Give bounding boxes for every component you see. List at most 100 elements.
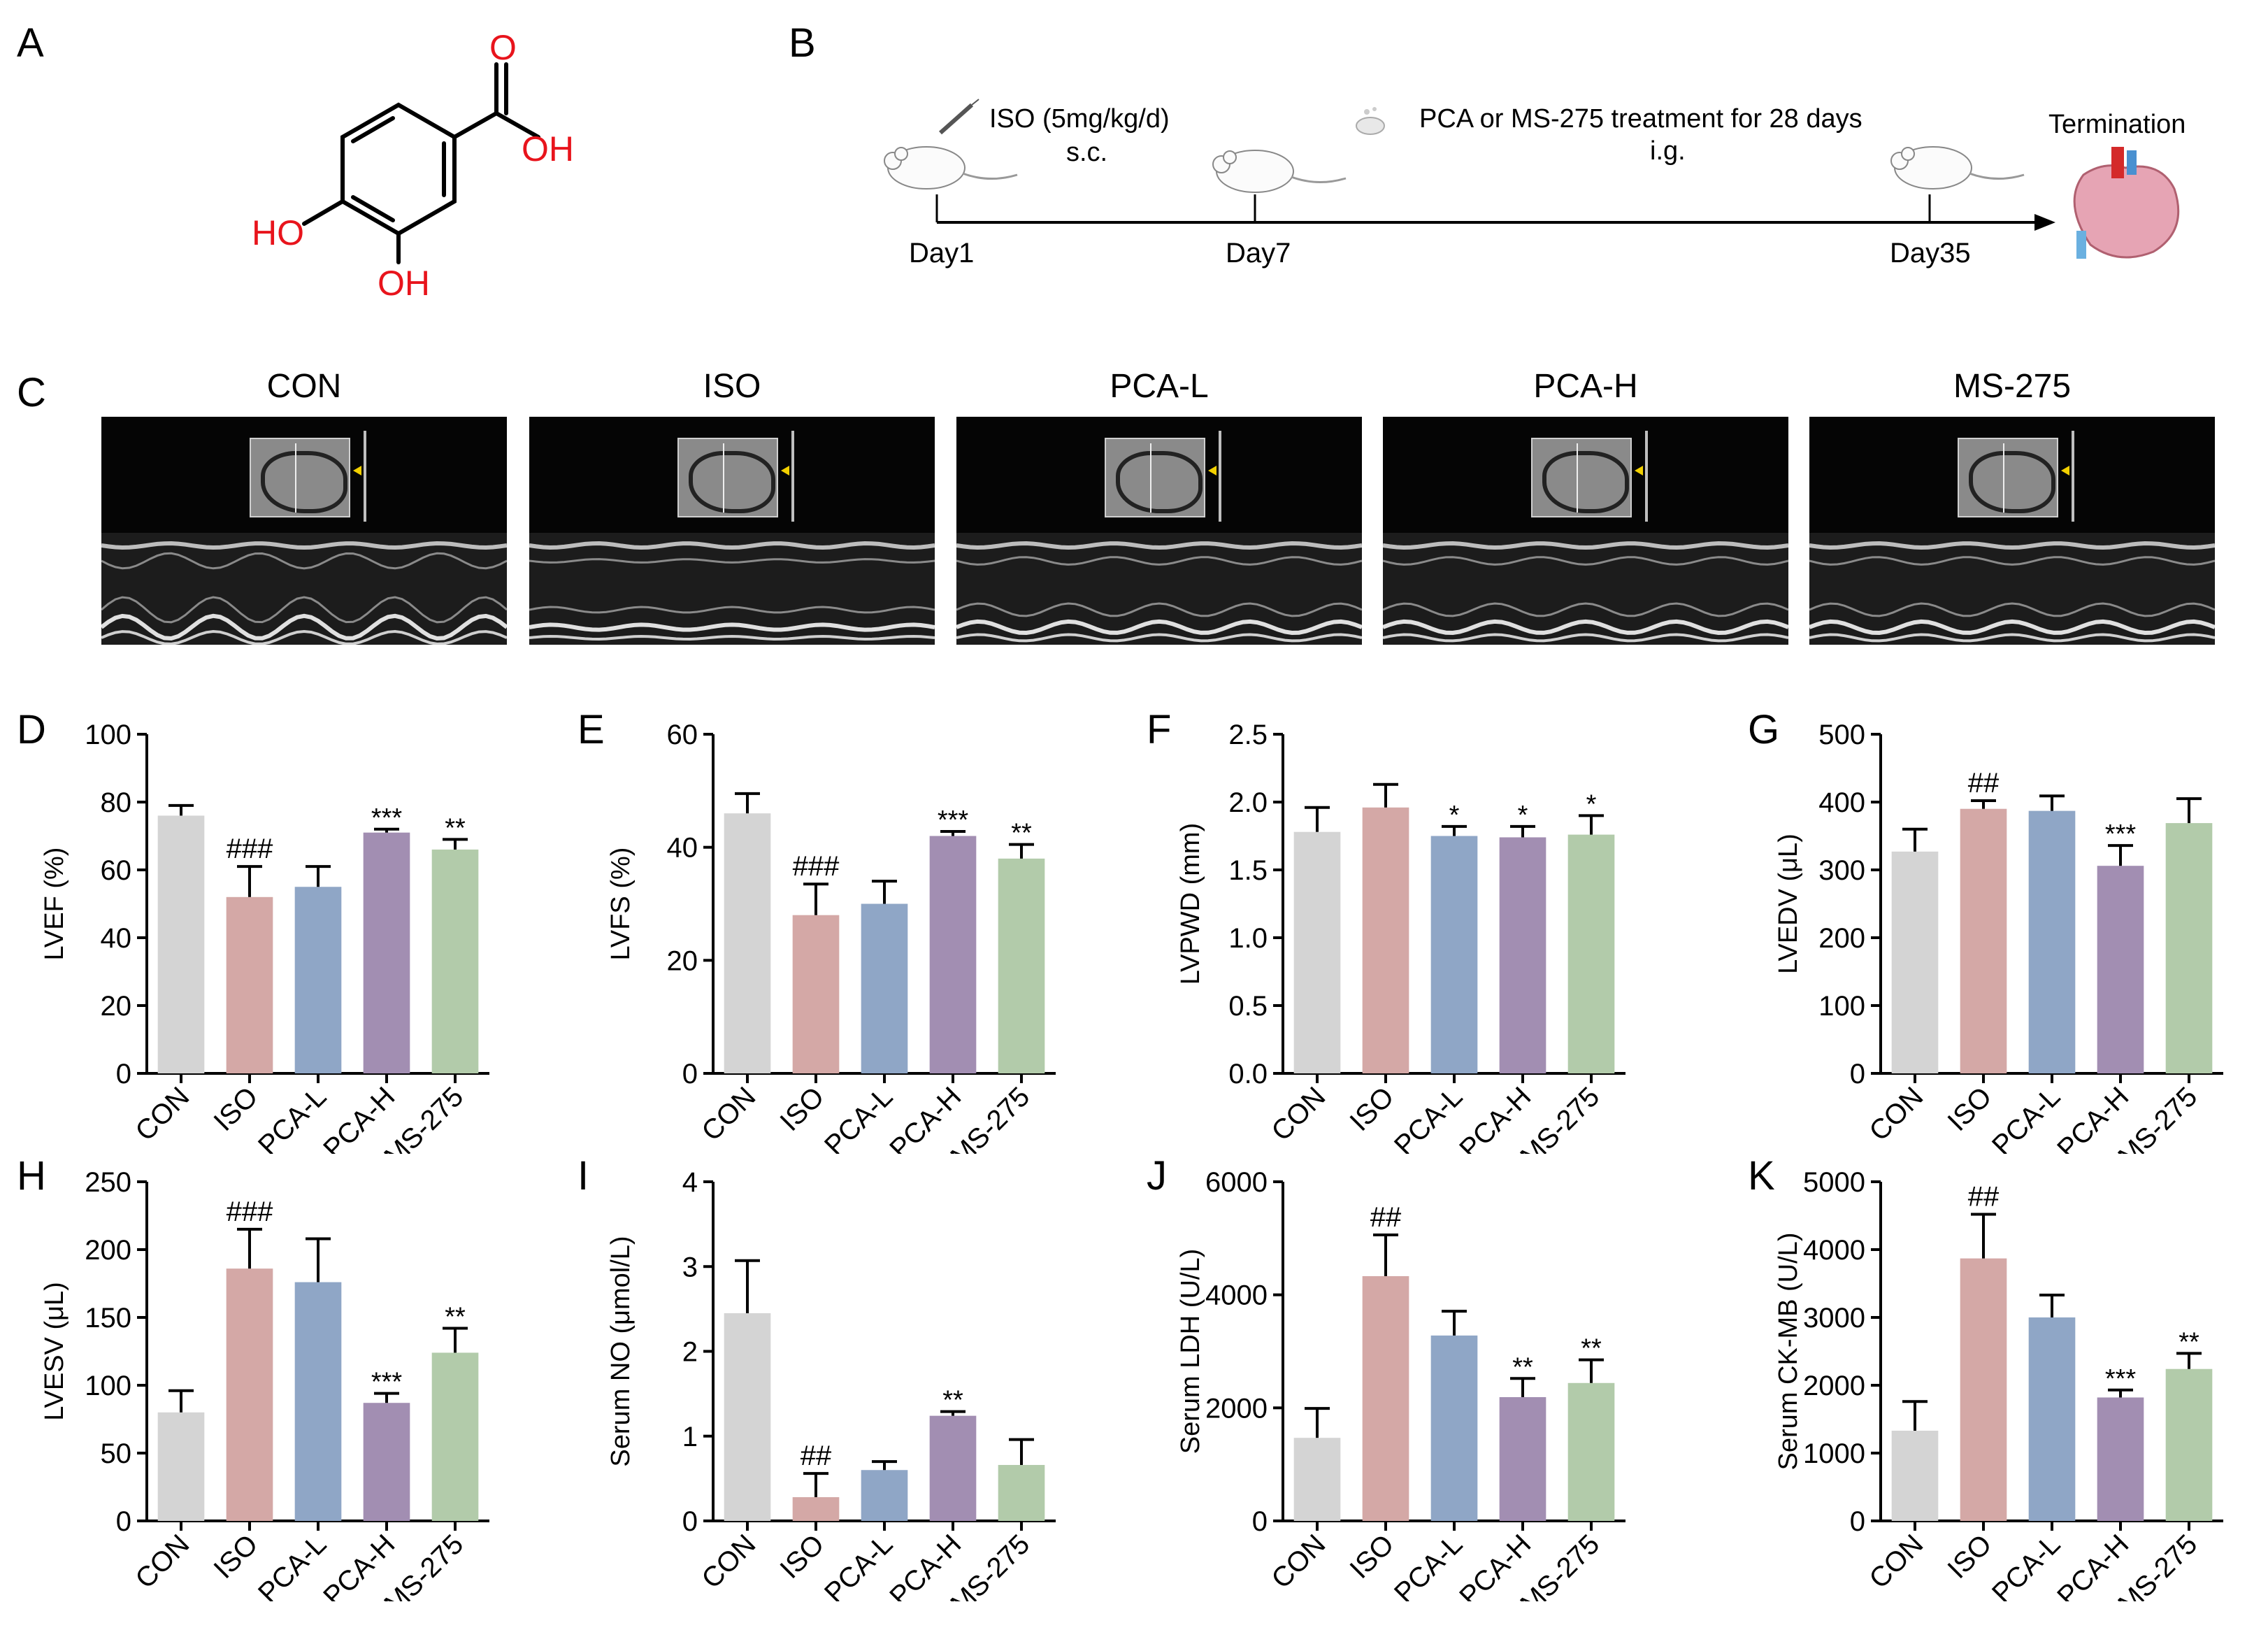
x-tick-label: ISO (208, 1081, 264, 1137)
x-tick-label: CON (1863, 1529, 1929, 1594)
x-tick-label: MS-275 (1514, 1081, 1605, 1154)
y-tick-label: 4000 (1205, 1280, 1268, 1311)
bar-pca-l (2028, 810, 2076, 1073)
panel-label-d: D (17, 707, 46, 752)
y-tick-label: 5000 (1803, 1168, 1865, 1198)
panel-label-h: H (17, 1153, 46, 1199)
pill-powder-icon (1356, 107, 1385, 135)
bar-ms-275 (2165, 823, 2213, 1073)
b-mode-view (1531, 438, 1632, 517)
x-tick-label: MS-275 (945, 1081, 1035, 1154)
x-tick-label: MS-275 (2112, 1529, 2203, 1601)
echo-image-con (101, 417, 507, 645)
significance-mark: ** (1581, 1334, 1602, 1364)
panel-label-g: G (1748, 707, 1780, 752)
bar-con (724, 813, 771, 1073)
m-mode-waveform (101, 541, 507, 645)
bar-pca-l (2028, 1317, 2076, 1521)
mouse-icon-day35 (1890, 145, 2025, 190)
x-tick-label: CON (129, 1529, 195, 1594)
y-axis-label: LVEDV (μL) (1774, 834, 1803, 974)
depth-scale-bar (1219, 431, 1221, 522)
m-mode-trace (1383, 533, 1788, 645)
y-tick-label: 200 (1818, 923, 1865, 954)
y-tick-label: 500 (1818, 720, 1865, 750)
significance-mark: ** (2179, 1327, 2199, 1357)
echo-image-iso (529, 417, 935, 645)
x-tick-label: MS-275 (378, 1529, 469, 1601)
b-mode-view (1105, 438, 1205, 517)
x-tick-label: CON (1863, 1081, 1929, 1147)
y-tick-label: 0 (682, 1059, 698, 1089)
bar-pca-h (929, 1415, 977, 1521)
y-tick-label: 0 (116, 1059, 131, 1089)
significance-mark: *** (371, 803, 403, 833)
significance-mark: *** (938, 806, 969, 835)
significance-mark: ** (1512, 1352, 1533, 1382)
y-tick-label: 0 (682, 1506, 698, 1537)
depth-scale-bar (1645, 431, 1648, 522)
y-tick-label: 1000 (1803, 1438, 1865, 1469)
bar-ms-275 (431, 1352, 479, 1521)
x-tick-label: CON (1265, 1529, 1331, 1594)
bar-pca-l (294, 887, 342, 1073)
bar-con (1891, 851, 1939, 1073)
y-tick-label: 250 (85, 1168, 131, 1198)
bar-pca-h (2097, 1397, 2144, 1521)
x-tick-label: ISO (1344, 1081, 1400, 1137)
x-tick-label: CON (696, 1081, 761, 1147)
x-tick-label: CON (696, 1529, 761, 1594)
y-tick-label: 4 (682, 1168, 698, 1198)
x-tick-label: ISO (775, 1081, 831, 1137)
panel-label-f: F (1147, 707, 1172, 752)
m-mode-trace (956, 533, 1362, 645)
syringe-icon (939, 99, 979, 135)
mouse-icon-day7 (1212, 149, 1347, 194)
echo-title-iso: ISO (703, 368, 761, 405)
y-tick-label: 400 (1818, 787, 1865, 818)
panel-label-i: I (577, 1153, 589, 1199)
x-tick-label: MS-275 (945, 1529, 1035, 1601)
y-tick-label: 0 (1252, 1506, 1268, 1537)
bar-ms-275 (1567, 834, 1615, 1073)
significance-mark: ** (445, 1303, 466, 1332)
y-tick-label: 2000 (1803, 1371, 1865, 1401)
y-tick-label: 100 (85, 720, 131, 750)
significance-mark: ** (1011, 819, 1032, 848)
y-axis-label: Serum LDH (U/L) (1176, 1249, 1205, 1454)
b-mode-view (250, 438, 350, 517)
y-tick-label: 0.5 (1228, 991, 1268, 1022)
m-mode-waveform (529, 541, 935, 641)
bar-con (1891, 1430, 1939, 1521)
carboxyl-oh-label: OH (522, 129, 574, 169)
timeline-arrowhead (2034, 214, 2055, 231)
y-axis-label: LVESV (μL) (40, 1282, 69, 1421)
bar-pca-l (1430, 836, 1478, 1073)
significance-mark: * (1518, 801, 1528, 830)
echo-image-pca-h (1383, 417, 1788, 645)
panel-label-b: B (789, 20, 816, 66)
y-axis-label: LVFS (%) (606, 848, 636, 961)
heart-icon (2073, 147, 2180, 259)
significance-mark: ## (1968, 1182, 2000, 1213)
y-axis-label: Serum NO (μmol/L) (606, 1236, 636, 1466)
significance-mark: ### (227, 1196, 273, 1227)
focus-marker-icon (2061, 466, 2069, 476)
bar-pca-l (861, 1470, 908, 1521)
y-tick-label: 4000 (1803, 1235, 1865, 1266)
y-tick-label: 0.0 (1228, 1059, 1268, 1089)
x-tick-label: ISO (1942, 1529, 1998, 1585)
m-mode-waveform (1383, 541, 1788, 643)
bar-iso (1960, 1258, 2007, 1521)
y-axis-label: LVEF (%) (40, 848, 69, 961)
x-tick-label: ISO (1942, 1081, 1998, 1137)
bar-iso (1960, 808, 2007, 1073)
panel-label-j: J (1147, 1153, 1167, 1199)
bar-pca-h (363, 832, 410, 1073)
experiment-timeline: ISO (5mg/kg/d) s.c. PCA or MS-275 treatm… (883, 99, 2186, 269)
